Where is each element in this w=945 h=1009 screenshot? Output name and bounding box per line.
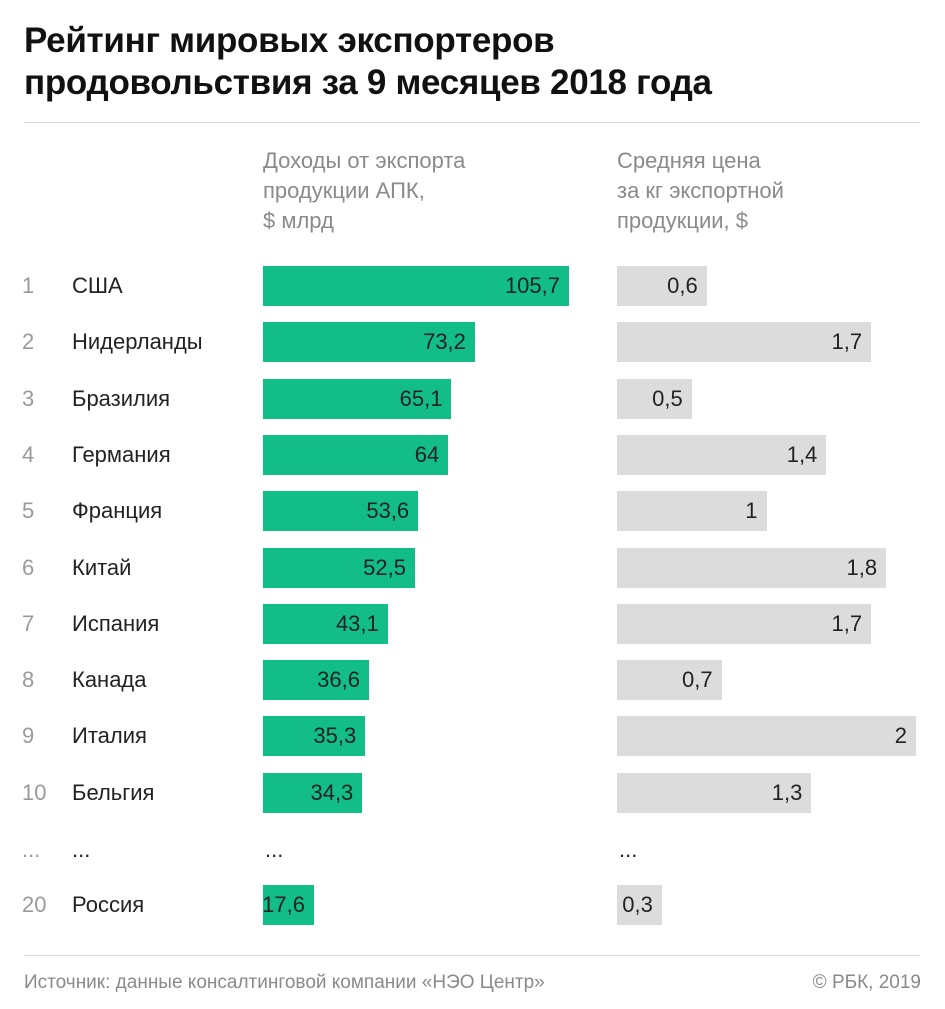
country-label: Бразилия xyxy=(72,385,171,411)
series-header-export: Доходы от экспорта продукции АПК, $ млрд xyxy=(263,148,466,233)
divider-bottom xyxy=(24,955,920,956)
price-bar: 1,7 xyxy=(617,322,872,363)
bar-value-label: 0,6 xyxy=(667,273,698,298)
export-bar: 52,5 xyxy=(263,547,415,588)
country-label: Россия xyxy=(72,892,145,917)
rank-label: 1 xyxy=(22,273,35,298)
bar-value-label: 53,6 xyxy=(366,498,410,524)
country-label: Нидерланды xyxy=(72,329,203,355)
price-bar: 1,7 xyxy=(617,603,872,644)
export-bar: 35,3 xyxy=(263,716,366,757)
export-bar: 43,1 xyxy=(263,603,388,644)
bar-value-label: 1 xyxy=(745,498,758,524)
bar-value-label: 1,4 xyxy=(786,441,818,467)
ellipsis-country: ... xyxy=(72,837,91,862)
ellipsis-rank: ... xyxy=(22,837,41,862)
price-bar: 0,7 xyxy=(617,660,722,701)
export-bar: 17,6 xyxy=(262,885,314,925)
divider-top xyxy=(24,122,920,123)
country-label: США xyxy=(72,273,123,298)
rank-label: 7 xyxy=(22,610,35,636)
bar-value-label: 17,6 xyxy=(262,892,305,917)
ellipsis-price: ... xyxy=(619,837,638,862)
bar-value-label: 1,3 xyxy=(771,779,803,805)
bar-value-label: 73,2 xyxy=(423,329,466,355)
export-bar: 65,1 xyxy=(263,378,452,419)
country-label: Испания xyxy=(72,610,160,636)
export-bar: 64 xyxy=(263,434,449,475)
rank-label: 9 xyxy=(22,723,35,749)
price-bar: 0,5 xyxy=(617,378,692,419)
bar-value-label: 105,7 xyxy=(504,273,560,298)
country-label: Китай xyxy=(72,554,132,580)
rank-label: 6 xyxy=(22,554,35,580)
source-note: Источник: данные консалтинговой компании… xyxy=(24,972,545,993)
country-label: Канада xyxy=(72,667,147,693)
rank-label: 2 xyxy=(22,329,35,355)
rank-label: 10 xyxy=(22,779,47,805)
country-label: Франция xyxy=(72,498,163,524)
bar-value-label: 36,6 xyxy=(317,667,360,693)
price-bar: 1,8 xyxy=(617,547,887,588)
export-bar: 34,3 xyxy=(263,772,363,813)
bar-value-label: 52,5 xyxy=(363,554,406,580)
bar-value-label: 64 xyxy=(414,441,440,467)
rank-label: 3 xyxy=(22,385,35,411)
bar-value-label: 1,7 xyxy=(831,610,863,636)
price-bar: 0,6 xyxy=(617,266,707,306)
country-label: Германия xyxy=(72,441,171,467)
bar-value-label: 0,3 xyxy=(622,892,653,917)
price-bar: 1,4 xyxy=(617,434,827,475)
bar-value-label: 43,1 xyxy=(335,610,379,636)
series-header-price: Средняя цена за кг экспортной продукции,… xyxy=(617,148,784,233)
bar-value-label: 0,5 xyxy=(652,385,683,411)
bar-value-label: 1,7 xyxy=(831,329,863,355)
price-bar: 1 xyxy=(617,491,767,532)
country-label: Бельгия xyxy=(72,779,155,805)
export-bar: 53,6 xyxy=(263,491,419,532)
rank-label: 5 xyxy=(22,498,35,524)
ellipsis-export: ... xyxy=(265,837,284,862)
export-bar: 36,6 xyxy=(263,660,369,701)
country-label: Италия xyxy=(72,723,147,749)
rank-label: 20 xyxy=(22,892,47,917)
bar-value-label: 34,3 xyxy=(310,779,354,805)
rank-label: 8 xyxy=(22,667,35,693)
copyright: © РБК, 2019 xyxy=(812,972,921,993)
bar-value-label: 1,8 xyxy=(846,554,878,580)
export-bar: 73,2 xyxy=(263,322,475,363)
price-bar: 1,3 xyxy=(617,772,812,813)
bar-value-label: 2 xyxy=(894,723,907,749)
bar-value-label: 35,3 xyxy=(313,723,357,749)
rank-label: 4 xyxy=(22,441,35,467)
bar-value-label: 0,7 xyxy=(682,667,713,693)
price-bar: 0,3 xyxy=(617,885,662,925)
price-bar: 2 xyxy=(617,716,916,757)
chart-title: Рейтинг мировых экспортеров продовольств… xyxy=(24,21,712,102)
export-bar: 105,7 xyxy=(263,266,569,306)
bar-value-label: 65,1 xyxy=(399,385,443,411)
